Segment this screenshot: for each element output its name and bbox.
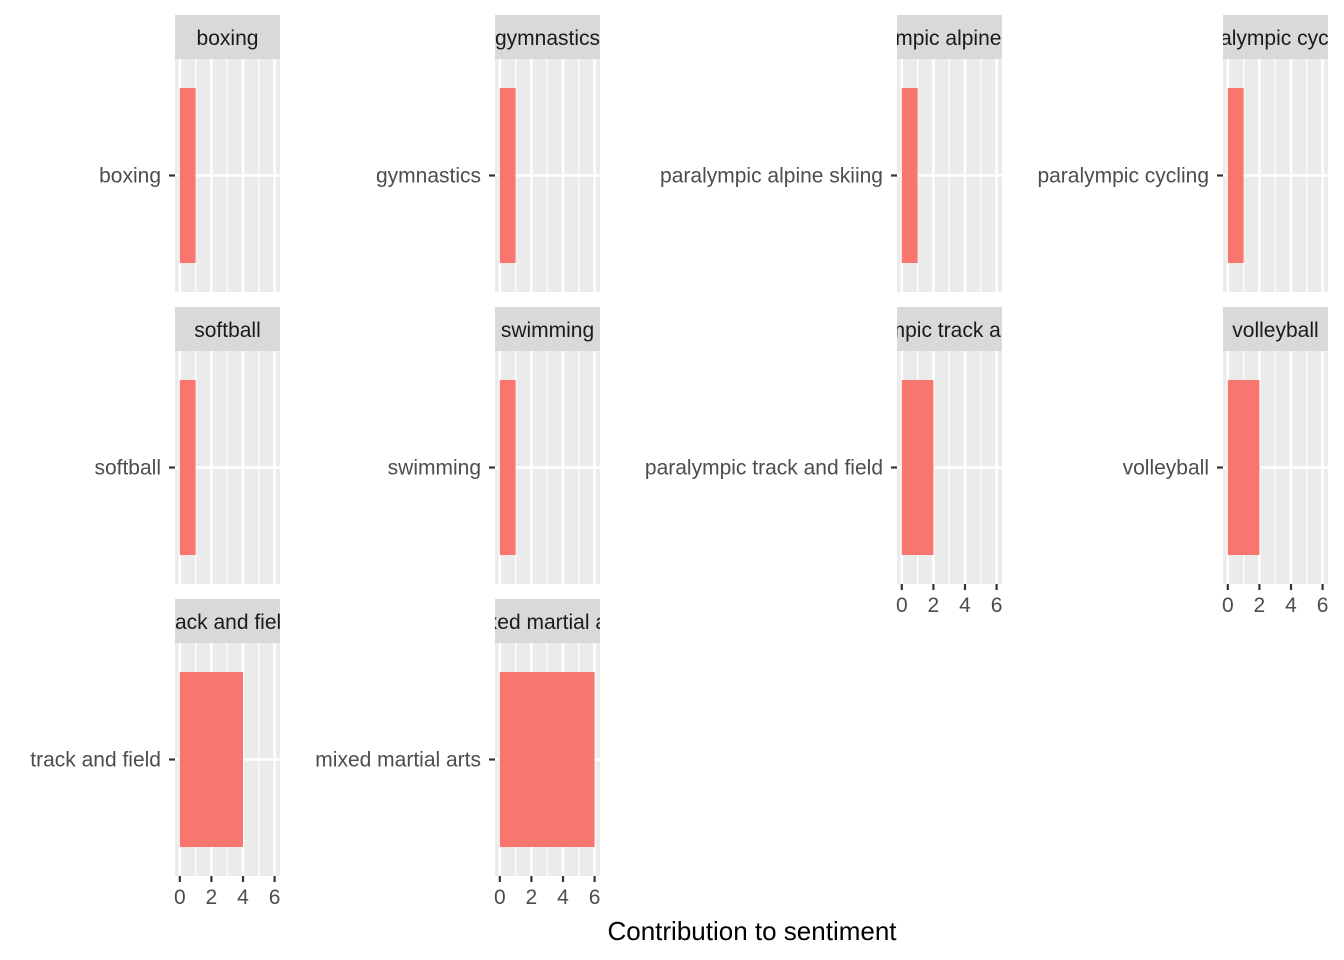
category-label: swimming [388,457,481,480]
facet-strip [175,15,280,59]
facet-strip-label: gymnastics [495,27,600,50]
x-tick-label: 4 [959,594,971,617]
category-label: mixed martial arts [315,749,481,772]
x-tick-label: 4 [557,886,569,909]
facet-strip-label: mixed martial arts [465,611,631,634]
category-label: paralympic alpine skiing [660,165,883,188]
facet-strip [495,307,600,351]
x-tick-label: 2 [526,886,538,909]
facet-panel: boxing boxing [99,15,280,292]
x-tick-label: 2 [1254,594,1266,617]
facet-strip-label: track and field [162,611,293,634]
facet-strip [897,307,1002,351]
facet-strip-label: paralympic cycling [1190,27,1344,50]
facet-strip-label: paralympic alpine skiing [838,27,1061,50]
facet-strip [175,599,280,643]
category-label: paralympic cycling [1037,165,1209,188]
facet-strip [495,15,600,59]
x-tick-label: 4 [1285,594,1297,617]
category-label: track and field [30,749,161,772]
x-tick-label: 0 [174,886,186,909]
x-tick-label: 4 [237,886,249,909]
facet-strip [1223,15,1328,59]
facet-panel: softball softball [94,307,280,584]
x-tick-label: 2 [928,594,940,617]
facet-panel: volleyball volleyball 0 2 4 6 [1123,307,1329,617]
category-label: softball [94,457,161,480]
bar [1227,88,1244,263]
facet-panel: gymnastics gymnastics [376,15,600,292]
facet-strip-label: volleyball [1232,319,1318,342]
bar [179,88,196,263]
x-tick-label: 6 [1317,594,1329,617]
x-tick-label: 6 [269,886,281,909]
x-tick-label: 0 [896,594,908,617]
facet-strip [175,307,280,351]
x-tick-label: 6 [589,886,601,909]
x-tick-label: 6 [991,594,1003,617]
facet-panel: paralympic cycling paralympic cycling [1037,15,1344,292]
facet-panel: paralympic alpine skiing paralympic alpin… [660,15,1061,292]
category-label: paralympic track and field [645,457,883,480]
x-tick-label: 0 [1222,594,1234,617]
facet-strip [897,15,1002,59]
bar [901,88,918,263]
facet-panel: swimming swimming [388,307,600,584]
category-label: volleyball [1123,457,1209,480]
facet-strip-label: boxing [197,27,259,50]
bar [499,88,516,263]
category-label: boxing [99,165,161,188]
facet-strip [1223,307,1328,351]
facet-strip [495,599,600,643]
bar [499,672,595,847]
x-tick-label: 2 [206,886,218,909]
facet-strip-label: swimming [501,319,594,342]
x-axis-title: Contribution to sentiment [607,916,897,946]
category-label: gymnastics [376,165,481,188]
facet-strip-label: paralympic track and field [830,319,1068,342]
facet-panel: mixed martial arts mixed martial arts 0 2 4 6 [315,599,631,909]
bar [179,672,243,847]
facet-strip-label: softball [194,319,261,342]
bar [499,380,516,555]
bar [1227,380,1260,555]
x-tick-label: 0 [494,886,506,909]
bar [179,380,196,555]
bar [901,380,934,555]
facet-panel: paralympic track and field paralympic tra… [645,307,1068,617]
facet-panel: track and field track and field 0 2 4 6 [30,599,293,909]
facet-panels: boxing boxing gymnastics gymnastics paralymp… [30,15,1344,909]
